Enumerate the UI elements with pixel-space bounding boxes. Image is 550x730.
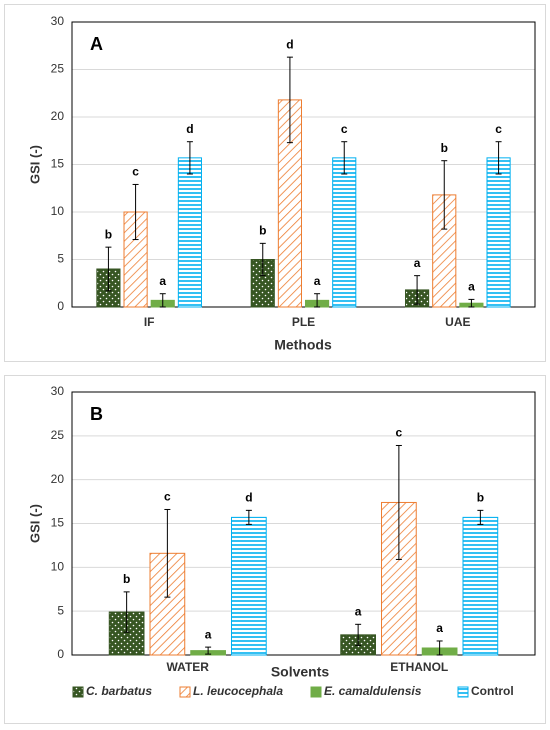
error-bar bbox=[159, 293, 166, 308]
legend-swatch bbox=[179, 686, 191, 698]
error-bar bbox=[205, 646, 212, 655]
bar bbox=[149, 552, 186, 656]
error-bar bbox=[441, 160, 448, 230]
significance-letter: d bbox=[186, 122, 193, 136]
significance-letter: b bbox=[441, 141, 448, 155]
significance-letter: b bbox=[259, 224, 266, 238]
bar bbox=[332, 157, 357, 308]
y-tick-label: 0 bbox=[57, 647, 64, 661]
error-bar bbox=[414, 275, 421, 305]
error-bar bbox=[245, 509, 252, 525]
error-bar bbox=[341, 141, 348, 175]
error-bar bbox=[186, 141, 193, 175]
panel-label: A bbox=[90, 34, 103, 54]
y-tick-label: 20 bbox=[51, 472, 65, 486]
significance-letter: a bbox=[159, 274, 166, 288]
significance-letter: c bbox=[396, 426, 403, 440]
y-tick-label: 25 bbox=[51, 62, 65, 76]
bar bbox=[486, 157, 511, 308]
significance-letter: d bbox=[286, 37, 293, 51]
significance-letter: a bbox=[355, 604, 362, 618]
legend-label: L. leucocephala bbox=[193, 684, 283, 698]
error-bar bbox=[468, 298, 475, 308]
y-tick-label: 5 bbox=[57, 252, 64, 266]
bar bbox=[231, 516, 267, 656]
x-axis-title: Methods bbox=[274, 337, 332, 353]
x-tick-label: WATER bbox=[167, 660, 210, 674]
y-tick-label: 10 bbox=[51, 204, 65, 218]
y-tick-label: 25 bbox=[51, 428, 65, 442]
error-bar bbox=[123, 591, 130, 633]
significance-letter: a bbox=[414, 256, 421, 270]
y-tick-label: 30 bbox=[51, 14, 65, 28]
bar bbox=[177, 157, 202, 308]
significance-letter: b bbox=[477, 491, 484, 505]
error-bar bbox=[164, 508, 171, 598]
error-bar bbox=[259, 242, 266, 277]
plot-area bbox=[71, 391, 536, 656]
y-axis-title: GSI (-) bbox=[27, 145, 42, 184]
y-tick-label: 15 bbox=[51, 516, 65, 530]
error-bar bbox=[314, 293, 321, 308]
y-axis-title: GSI (-) bbox=[27, 504, 42, 543]
significance-letter: c bbox=[495, 122, 502, 136]
legend-swatch bbox=[457, 686, 469, 698]
significance-letter: b bbox=[123, 572, 130, 586]
panel-label: B bbox=[90, 404, 103, 424]
significance-letter: c bbox=[341, 122, 348, 136]
significance-letter: d bbox=[245, 491, 252, 505]
legend-swatch bbox=[310, 686, 322, 698]
x-tick-label: PLE bbox=[292, 315, 315, 329]
panel-frame bbox=[4, 375, 546, 724]
x-axis-title: Solvents bbox=[271, 664, 330, 680]
y-tick-label: 0 bbox=[57, 299, 64, 313]
legend-swatch bbox=[72, 686, 84, 698]
error-bar bbox=[286, 56, 293, 144]
significance-letter: a bbox=[436, 621, 443, 635]
error-bar bbox=[105, 246, 112, 292]
legend-label: C. barbatus bbox=[86, 684, 152, 698]
y-tick-label: 20 bbox=[51, 109, 65, 123]
y-tick-label: 15 bbox=[51, 157, 65, 171]
plot-area bbox=[71, 21, 536, 308]
y-tick-label: 30 bbox=[51, 384, 65, 398]
legend-label: Control bbox=[471, 684, 514, 698]
significance-letter: c bbox=[132, 165, 139, 179]
y-tick-label: 10 bbox=[51, 560, 65, 574]
significance-letter: a bbox=[468, 280, 475, 294]
error-bar bbox=[132, 183, 139, 241]
x-tick-label: UAE bbox=[445, 315, 470, 329]
bar bbox=[462, 516, 499, 656]
significance-letter: a bbox=[314, 274, 321, 288]
x-tick-label: ETHANOL bbox=[390, 660, 448, 674]
x-tick-label: IF bbox=[144, 315, 155, 329]
legend-label: E. camaldulensis bbox=[324, 684, 422, 698]
error-bar bbox=[495, 141, 502, 175]
error-bar bbox=[395, 444, 402, 560]
significance-letter: c bbox=[164, 490, 171, 504]
significance-letter: b bbox=[105, 227, 112, 241]
error-bar bbox=[355, 623, 362, 646]
significance-letter: a bbox=[205, 627, 212, 641]
panel-frame bbox=[4, 4, 546, 362]
error-bar bbox=[436, 640, 443, 656]
y-tick-label: 5 bbox=[57, 603, 64, 617]
error-bar bbox=[477, 509, 484, 525]
